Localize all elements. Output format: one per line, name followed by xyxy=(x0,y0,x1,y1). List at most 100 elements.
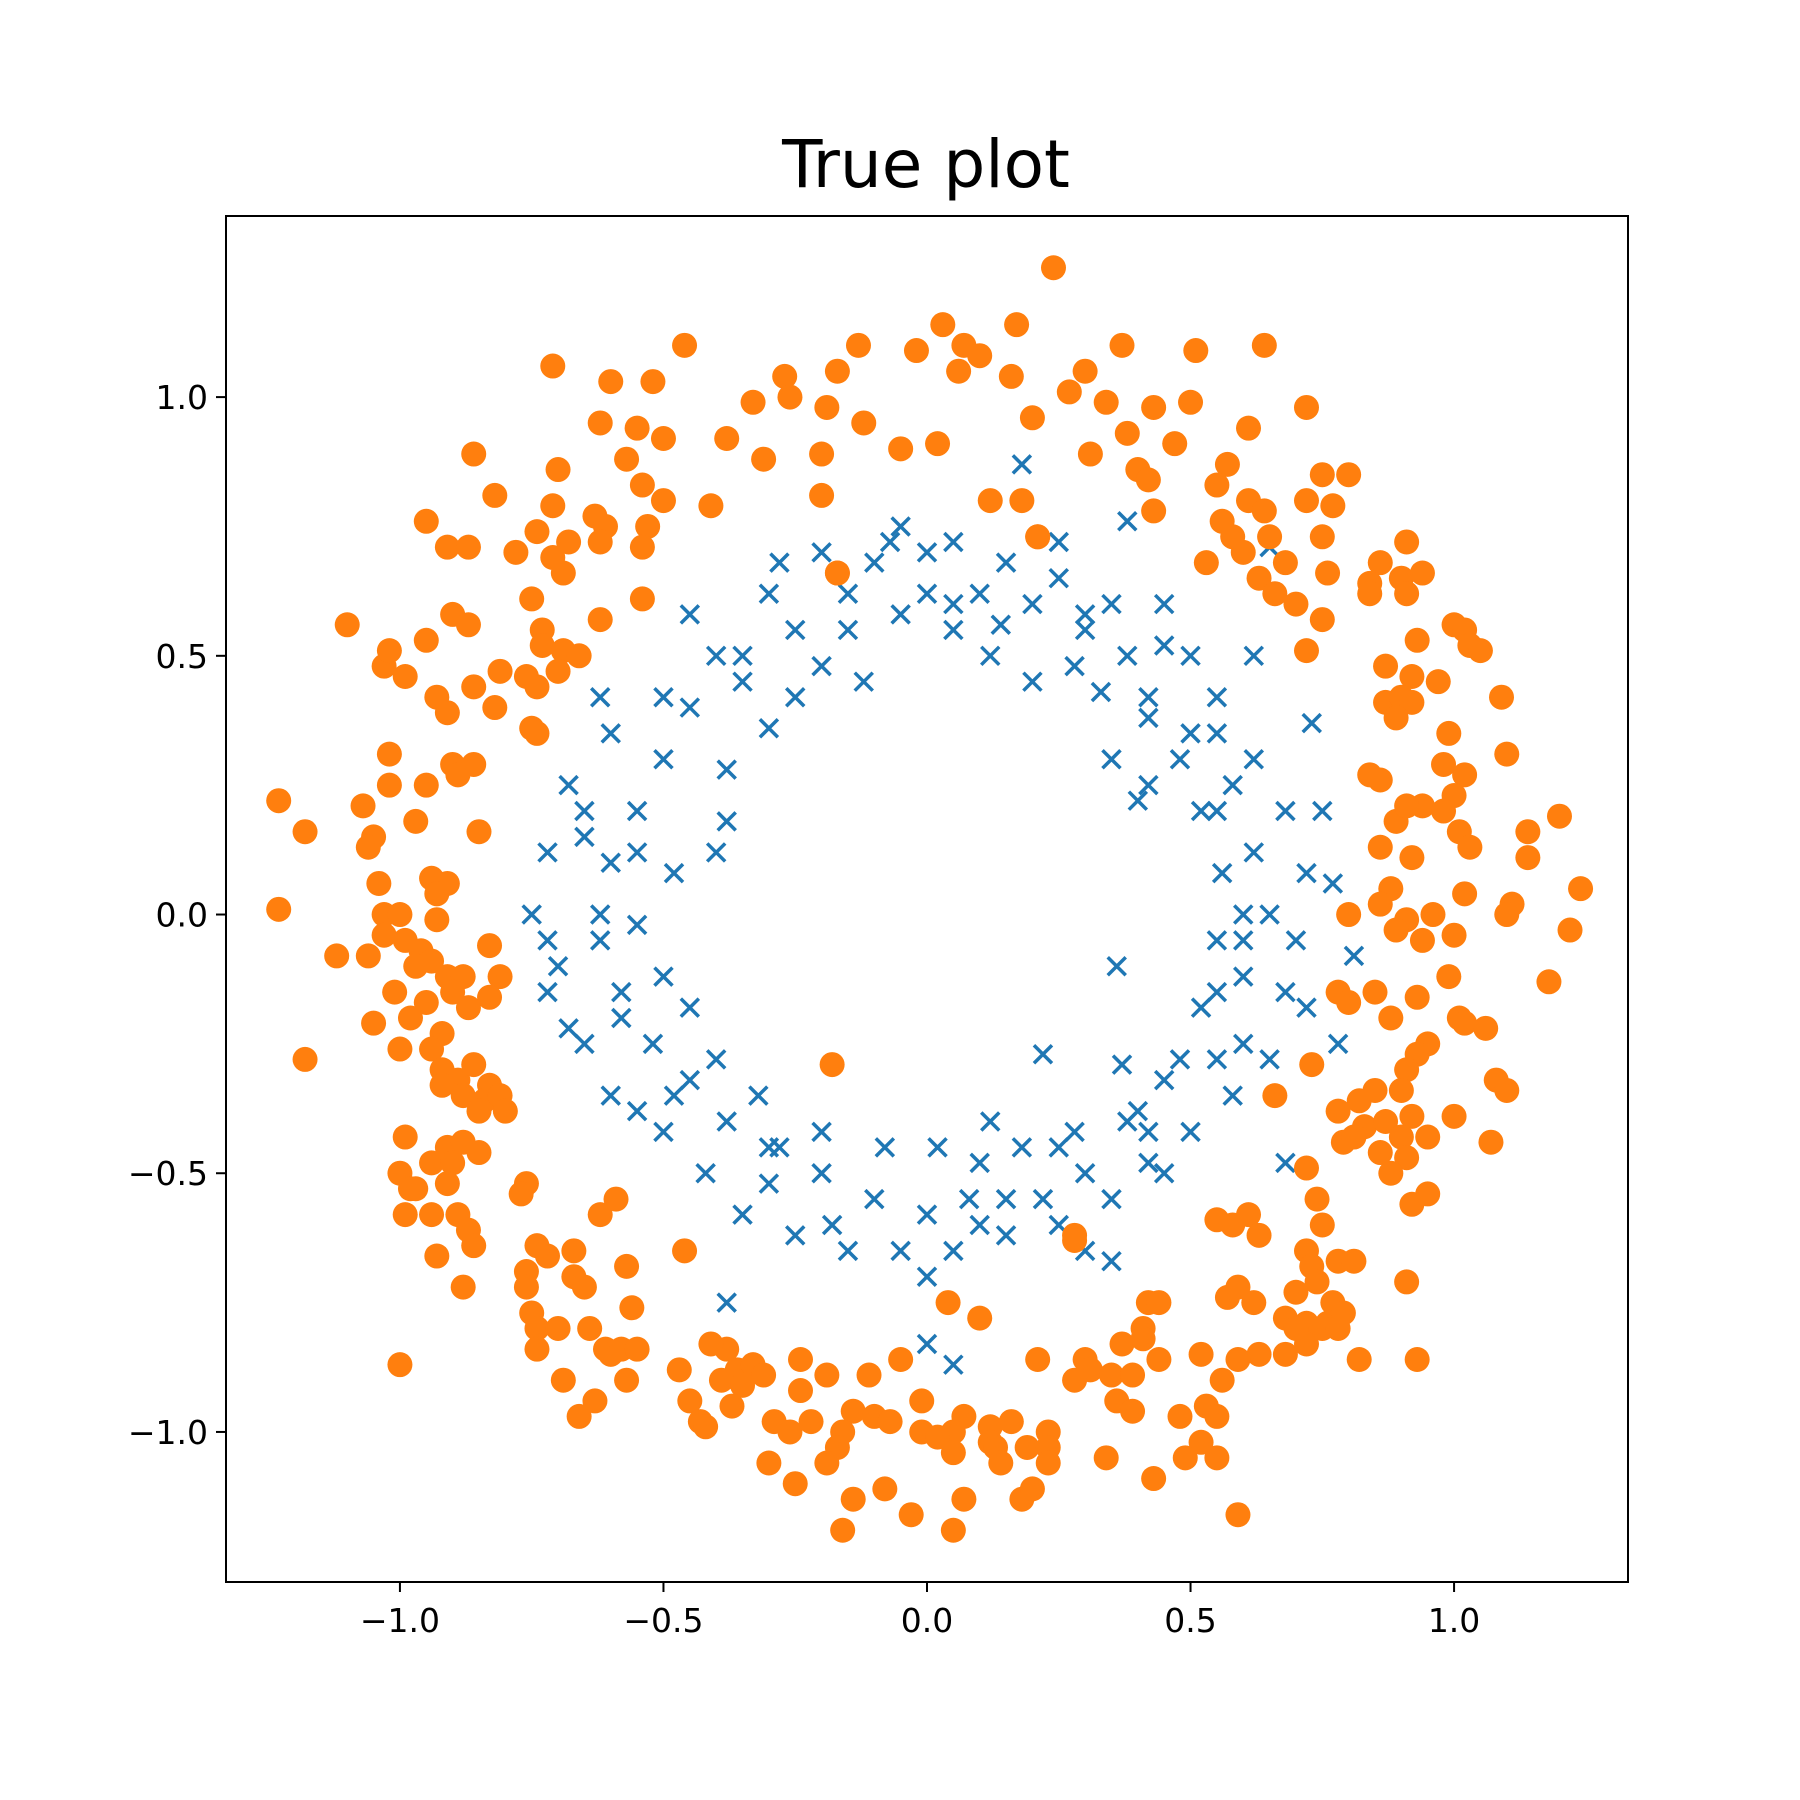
circle-marker xyxy=(1146,1347,1172,1373)
circle-marker xyxy=(1183,338,1209,364)
circle-marker xyxy=(777,384,803,410)
circle-marker xyxy=(888,436,914,462)
circle-marker xyxy=(582,1388,608,1414)
x-marker xyxy=(653,749,674,770)
circle-marker xyxy=(1120,1362,1146,1388)
y-axis: −1.0 −0.5 0.0 0.5 1.0 xyxy=(128,378,226,1452)
circle-marker xyxy=(424,907,450,933)
x-marker xyxy=(811,1162,832,1184)
circle-marker xyxy=(550,560,576,586)
circle-marker xyxy=(1225,1274,1251,1300)
x-marker xyxy=(626,914,648,936)
x-marker xyxy=(821,1214,843,1236)
circle-marker xyxy=(856,1362,882,1388)
x-marker xyxy=(1233,1033,1254,1055)
circle-marker xyxy=(566,1403,592,1429)
circle-marker xyxy=(830,1517,856,1543)
circle-marker xyxy=(629,534,655,560)
x-marker xyxy=(574,800,595,822)
circle-marker xyxy=(1004,312,1030,338)
x-marker xyxy=(653,686,674,708)
x-marker xyxy=(995,1188,1017,1210)
circle-marker xyxy=(1409,927,1435,953)
circle-marker xyxy=(382,979,408,1005)
circle-marker xyxy=(413,508,439,534)
circle-marker xyxy=(814,394,840,420)
x-marker xyxy=(537,981,558,1003)
y-tick-label: 0.5 xyxy=(156,637,208,676)
circle-marker xyxy=(1178,389,1204,415)
circle-marker xyxy=(477,984,503,1010)
circle-marker xyxy=(450,1274,476,1300)
x-marker xyxy=(1153,1069,1175,1091)
circle-marker xyxy=(1383,917,1409,943)
circle-marker xyxy=(1056,379,1082,405)
circle-marker xyxy=(1515,819,1541,845)
circle-marker xyxy=(519,586,545,612)
circle-marker xyxy=(524,519,550,545)
x-marker xyxy=(837,583,859,604)
circle-marker xyxy=(998,1409,1024,1435)
circle-marker xyxy=(603,1186,629,1212)
circle-marker xyxy=(1098,1362,1124,1388)
circle-marker xyxy=(1009,488,1035,514)
circle-marker xyxy=(1373,653,1399,679)
circle-marker xyxy=(672,1238,698,1264)
x-marker xyxy=(1106,956,1127,977)
circle-marker xyxy=(614,446,640,472)
x-marker xyxy=(864,1188,885,1210)
circle-marker xyxy=(1409,560,1435,586)
x-marker xyxy=(1312,800,1333,822)
circle-marker xyxy=(1557,917,1583,943)
x-marker xyxy=(943,593,964,615)
circle-marker xyxy=(1309,524,1335,550)
circle-marker xyxy=(324,943,350,969)
series-x-markers xyxy=(521,454,1365,1375)
circle-marker xyxy=(629,472,655,498)
x-marker xyxy=(758,718,780,739)
circle-marker xyxy=(909,1388,935,1414)
circle-marker xyxy=(1014,1434,1040,1460)
x-marker xyxy=(943,531,964,553)
x-marker xyxy=(943,1354,964,1375)
circle-marker xyxy=(677,1388,703,1414)
circle-marker xyxy=(1025,1347,1051,1373)
x-marker xyxy=(916,1266,938,1287)
x-marker xyxy=(716,811,737,832)
x-marker xyxy=(890,604,911,625)
circle-marker xyxy=(1341,1248,1367,1274)
x-marker xyxy=(1048,1137,1070,1158)
circle-marker xyxy=(1188,1341,1214,1367)
circle-marker xyxy=(1293,394,1319,420)
circle-marker xyxy=(1315,560,1341,586)
x-marker xyxy=(1211,862,1233,884)
circle-marker xyxy=(1167,1403,1193,1429)
x-marker xyxy=(600,852,621,874)
circle-marker xyxy=(1441,922,1467,948)
x-marker xyxy=(1301,712,1322,734)
circle-marker xyxy=(397,1005,423,1031)
x-tick-label: −0.5 xyxy=(623,1601,703,1640)
circle-marker xyxy=(1325,1098,1351,1124)
x-marker xyxy=(653,966,674,987)
circle-marker xyxy=(967,343,993,369)
circle-marker xyxy=(413,627,439,653)
circle-marker xyxy=(461,441,487,467)
x-marker xyxy=(1127,1100,1149,1122)
x-marker xyxy=(1180,1121,1201,1143)
x-marker xyxy=(589,686,611,708)
circle-marker xyxy=(1336,462,1362,488)
circle-marker xyxy=(1040,255,1066,281)
circle-marker xyxy=(1457,834,1483,860)
x-marker xyxy=(980,645,1001,667)
x-marker xyxy=(837,1240,859,1262)
circle-marker xyxy=(1367,834,1393,860)
circle-marker xyxy=(455,995,481,1021)
circle-marker xyxy=(1473,1015,1499,1041)
circle-marker xyxy=(998,363,1024,389)
circle-marker xyxy=(524,674,550,700)
x-marker xyxy=(1022,671,1043,692)
circle-marker xyxy=(1489,684,1515,710)
circle-marker xyxy=(1172,1445,1198,1471)
